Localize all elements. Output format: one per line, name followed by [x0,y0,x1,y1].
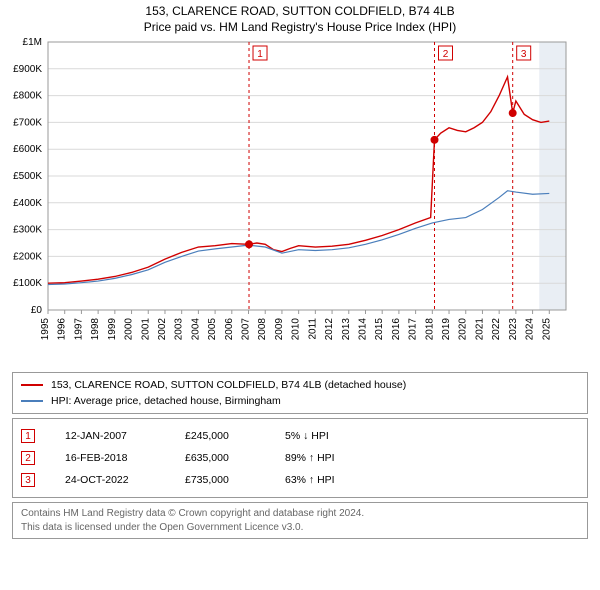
event-date: 24-OCT-2022 [65,474,155,486]
svg-text:2022: 2022 [491,318,502,341]
event-delta: 5% ↓ HPI [285,430,365,442]
footer-line2: This data is licensed under the Open Gov… [21,521,579,535]
legend-swatch [21,384,43,386]
svg-text:2013: 2013 [341,318,352,341]
chart: £0 £100K £200K £300K £400K £500K £600K £700K £80… [0,36,600,366]
svg-text:2000: 2000 [124,318,135,341]
event-price: £635,000 [185,452,255,464]
event-marker: 3 [21,473,35,487]
event-row: 3 24-OCT-2022 £735,000 63% ↑ HPI [21,469,579,491]
svg-text:2004: 2004 [190,318,201,341]
svg-text:£0: £0 [31,305,43,316]
svg-text:2018: 2018 [424,318,435,341]
svg-text:2024: 2024 [525,318,536,341]
svg-text:2011: 2011 [307,318,318,340]
svg-text:2007: 2007 [241,318,252,341]
legend: 153, CLARENCE ROAD, SUTTON COLDFIELD, B7… [12,372,588,414]
titles: 153, CLARENCE ROAD, SUTTON COLDFIELD, B7… [0,0,600,36]
legend-label: 153, CLARENCE ROAD, SUTTON COLDFIELD, B7… [51,379,406,391]
events-table: 1 12-JAN-2007 £245,000 5% ↓ HPI 2 16-FEB-2018… [12,418,588,498]
svg-text:1998: 1998 [90,318,101,341]
svg-text:£100K: £100K [13,278,42,289]
chart-svg: £0 £100K £200K £300K £400K £500K £600K £700K £80… [0,36,576,366]
event-marker: 1 [21,429,35,443]
svg-text:£900K: £900K [13,64,42,75]
svg-text:1997: 1997 [73,318,84,341]
event-marker: 2 [21,451,35,465]
event-row: 2 16-FEB-2018 £635,000 89% ↑ HPI [21,447,579,469]
svg-text:2008: 2008 [257,318,268,341]
title-address: 153, CLARENCE ROAD, SUTTON COLDFIELD, B7… [0,4,600,18]
svg-text:2002: 2002 [157,318,168,341]
svg-text:2010: 2010 [291,318,302,341]
svg-text:2021: 2021 [474,318,485,341]
svg-text:2015: 2015 [374,318,385,341]
legend-label: HPI: Average price, detached house, Birm… [51,395,281,407]
svg-text:£1M: £1M [23,37,42,48]
svg-text:3: 3 [521,49,527,60]
event-price: £735,000 [185,474,255,486]
svg-text:1999: 1999 [107,318,118,341]
svg-text:£300K: £300K [13,225,42,236]
event-date: 12-JAN-2007 [65,430,155,442]
svg-text:£700K: £700K [13,117,42,128]
container: 153, CLARENCE ROAD, SUTTON COLDFIELD, B7… [0,0,600,539]
svg-text:1995: 1995 [40,318,51,341]
svg-text:2014: 2014 [357,318,368,341]
event-row: 1 12-JAN-2007 £245,000 5% ↓ HPI [21,425,579,447]
svg-text:2001: 2001 [140,318,151,341]
svg-text:2016: 2016 [391,318,402,341]
legend-row: 153, CLARENCE ROAD, SUTTON COLDFIELD, B7… [21,377,579,393]
title-subtitle: Price paid vs. HM Land Registry's House … [0,20,600,34]
svg-text:2006: 2006 [224,318,235,341]
event-date: 16-FEB-2018 [65,452,155,464]
svg-text:2017: 2017 [408,318,419,341]
svg-text:2019: 2019 [441,318,452,341]
svg-text:1996: 1996 [57,318,68,341]
svg-text:2: 2 [443,49,449,60]
svg-text:2003: 2003 [174,318,185,341]
event-delta: 63% ↑ HPI [285,474,365,486]
event-price: £245,000 [185,430,255,442]
svg-text:2005: 2005 [207,318,218,341]
svg-text:2012: 2012 [324,318,335,341]
legend-row: HPI: Average price, detached house, Birm… [21,393,579,409]
svg-text:2009: 2009 [274,318,285,341]
svg-text:2025: 2025 [541,318,552,341]
svg-text:2023: 2023 [508,318,519,341]
svg-text:1: 1 [257,49,263,60]
event-delta: 89% ↑ HPI [285,452,365,464]
svg-text:£200K: £200K [13,251,42,262]
svg-text:£800K: £800K [13,91,42,102]
svg-text:2020: 2020 [458,318,469,341]
legend-swatch [21,400,43,402]
svg-text:£400K: £400K [13,198,42,209]
svg-text:£500K: £500K [13,171,42,182]
footer-line1: Contains HM Land Registry data © Crown c… [21,507,579,521]
svg-text:£600K: £600K [13,144,42,155]
footer: Contains HM Land Registry data © Crown c… [12,502,588,539]
